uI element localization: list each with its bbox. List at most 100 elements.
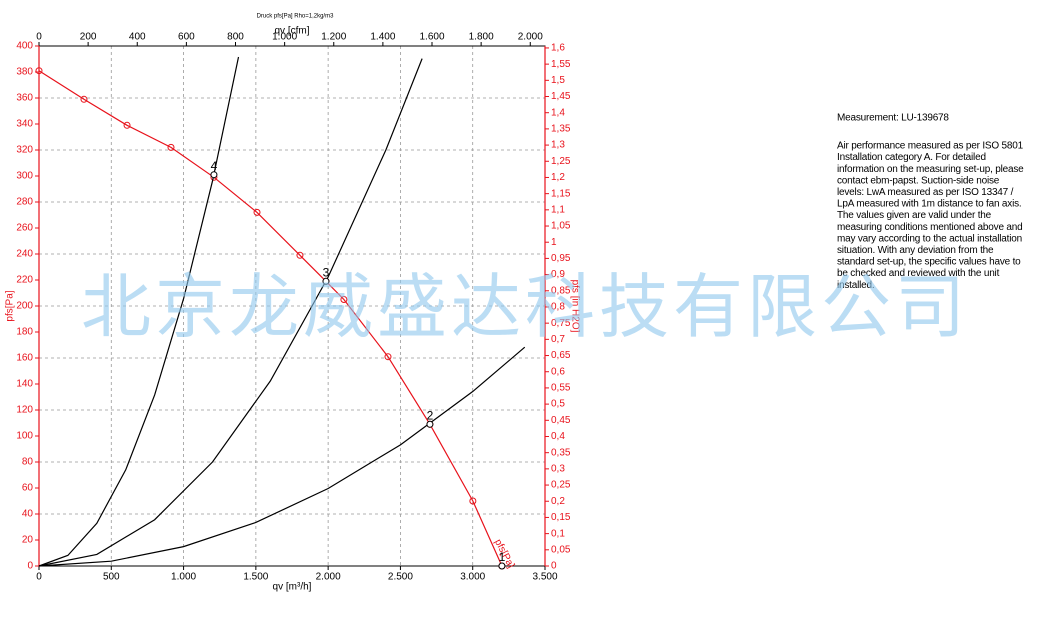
y2-tick-label: 0,45 (551, 415, 571, 426)
y2-tick-label: 1,45 (551, 91, 571, 102)
y2-tick-label: 0,05 (551, 544, 571, 555)
y2-tick-label: 0,6 (551, 366, 565, 377)
y-tick-label: 320 (16, 145, 33, 156)
y2-tick-label: 1,5 (551, 75, 565, 86)
x-tick-label: 3.500 (532, 572, 557, 583)
x2-tick-label: 0 (36, 32, 42, 43)
operating-point (426, 420, 434, 428)
x-tick-label: 0 (36, 572, 42, 583)
x2-tick-label: 1.200 (321, 32, 346, 43)
y2-tick-label: 1,15 (551, 188, 571, 199)
point-marker (253, 208, 261, 216)
x2-tick-label: 200 (80, 32, 97, 43)
y2-tick-label: 1,2 (551, 172, 565, 183)
y2-tick-label: 1,3 (551, 140, 565, 151)
y-tick-label: 180 (16, 327, 33, 338)
x2-axis-label: qv [cfm] (274, 26, 309, 37)
operating-point-label: 3 (323, 265, 330, 279)
series-line (38, 56, 240, 567)
x2-tick-label: 1.600 (419, 32, 444, 43)
x2-tick-label: 1.800 (469, 32, 494, 43)
point-marker (469, 497, 477, 505)
x-tick-label: 1.000 (171, 572, 196, 583)
y-tick-label: 60 (22, 483, 34, 494)
y2-tick-label: 0,8 (551, 302, 565, 313)
y2-tick-label: 0,65 (551, 350, 571, 361)
operating-point-label: 2 (427, 408, 434, 422)
operating-point-label: 4 (211, 159, 218, 173)
series-line (38, 346, 526, 567)
watermark: 北京龙威盛达科技有限公司 (81, 266, 969, 348)
x-tick-label: 2.500 (388, 572, 413, 583)
note-line: LpA measured with 1m distance to fan axi… (837, 199, 1021, 210)
y2-tick-label: 1,55 (551, 59, 571, 70)
note-line: situation. With any deviation from the (837, 245, 994, 256)
y2-tick-label: 1,05 (551, 221, 571, 232)
y-tick-label: 400 (16, 41, 33, 52)
y2-tick-label: 0 (551, 561, 557, 572)
measurement-id: Measurement: LU-139678 (837, 113, 949, 124)
note-line: standard set-up, the specific values hav… (837, 257, 1021, 268)
note-line: measuring conditions mentioned above and (837, 222, 1022, 233)
point-marker (80, 95, 88, 103)
note-line: contact ebm-papst. Suction-side noise (837, 175, 1000, 186)
y2-tick-label: 1,1 (551, 204, 565, 215)
x2-tick-label: 800 (227, 32, 244, 43)
y2-tick-label: 0,4 (551, 431, 565, 442)
y2-tick-label: 0,85 (551, 285, 571, 296)
point-marker (296, 251, 304, 259)
y-tick-label: 120 (16, 405, 33, 416)
note-line: Air performance measured as per ISO 5801 (837, 141, 1024, 152)
y2-tick-label: 0,55 (551, 383, 571, 394)
y2-tick-label: 0,3 (551, 464, 565, 475)
note-line: be checked and reviewed with the unit (837, 268, 1000, 279)
x-tick-label: 3.000 (460, 572, 485, 583)
point-marker (35, 67, 43, 75)
y-tick-label: 340 (16, 119, 33, 130)
y-tick-label: 260 (16, 223, 33, 234)
x2-tick-label: 600 (178, 32, 195, 43)
operating-point-label: 1 (499, 550, 506, 564)
operating-point (210, 171, 218, 179)
y2-tick-label: 0,5 (551, 399, 565, 410)
y2-tick-label: 0,25 (551, 480, 571, 491)
y-axis-label: pfs[Pa] (5, 290, 16, 321)
y-tick-label: 40 (22, 509, 34, 520)
y2-tick-label: 1,6 (551, 43, 565, 54)
y-tick-label: 240 (16, 249, 33, 260)
point-marker (167, 143, 175, 151)
x-axis-label: qv [m³/h] (273, 582, 312, 593)
y2-tick-label: 0,2 (551, 496, 565, 507)
y2-tick-label: 0,95 (551, 253, 571, 264)
y2-tick-label: 1,25 (551, 156, 571, 167)
x2-tick-label: 1.000 (272, 32, 297, 43)
y2-tick-label: 0,1 (551, 528, 565, 539)
note-line: installed. (837, 280, 874, 291)
y2-tick-label: 0,75 (551, 318, 571, 329)
note-line: may vary according to the actual install… (837, 233, 1022, 244)
y-tick-label: 100 (16, 431, 33, 442)
operating-point (322, 277, 330, 285)
series-line (38, 58, 423, 567)
y2-tick-label: 0,7 (551, 334, 565, 345)
y2-axis-label: pfs [in H2O] (569, 280, 580, 333)
y-tick-label: 360 (16, 93, 33, 104)
y-tick-label: 20 (22, 535, 34, 546)
y-tick-label: 80 (22, 457, 34, 468)
x-tick-label: 500 (103, 572, 120, 583)
y2-tick-label: 1,35 (551, 124, 571, 135)
point-marker (123, 121, 131, 129)
y-tick-label: 300 (16, 171, 33, 182)
y-tick-label: 280 (16, 197, 33, 208)
y2-tick-label: 0,15 (551, 512, 571, 523)
note-line: levels: LwA measured as per ISO 13347 / (837, 187, 1014, 198)
y-tick-label: 220 (16, 275, 33, 286)
x2-tick-label: 1.400 (370, 32, 395, 43)
note-line: The values given are valid under the (837, 210, 992, 221)
y2-tick-label: 1 (551, 237, 557, 248)
y-tick-label: 0 (27, 561, 33, 572)
point-marker (384, 353, 392, 361)
x-tick-label: 1.500 (243, 572, 268, 583)
note-line: information on the measuring set-up, ple… (837, 164, 1024, 175)
